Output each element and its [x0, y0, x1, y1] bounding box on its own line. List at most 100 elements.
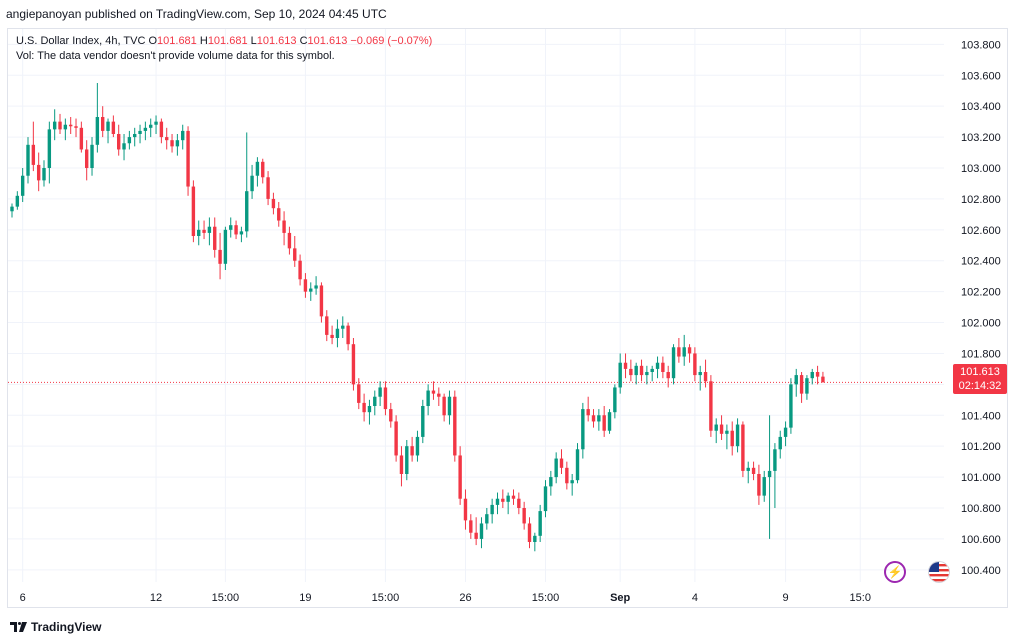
candle [26, 137, 30, 184]
candle [586, 396, 590, 422]
candle-body [314, 285, 318, 289]
candle-body [207, 226, 212, 233]
candle [197, 220, 201, 246]
candle-body [319, 285, 324, 317]
candle-body [255, 161, 260, 176]
candle-body [42, 168, 46, 181]
candle-body [36, 164, 41, 181]
candle [810, 368, 814, 385]
candle [474, 517, 478, 546]
candle-body [399, 455, 404, 474]
candle-body [517, 498, 521, 508]
candle [687, 344, 692, 363]
candle [591, 409, 596, 428]
candle-body [597, 415, 601, 422]
candle-body [175, 140, 180, 147]
candle-body [634, 365, 638, 376]
candle-body [282, 220, 286, 233]
candle-body [469, 520, 473, 533]
candle [634, 362, 638, 385]
candle-body [437, 393, 441, 397]
candle [693, 347, 697, 382]
y-tick-label: 103.200 [961, 132, 1001, 144]
candle-body [789, 384, 793, 428]
candle [165, 127, 169, 150]
high-label: H [199, 35, 208, 47]
candle [271, 192, 276, 215]
candle [506, 492, 510, 515]
candle-body [47, 129, 52, 168]
candle [447, 390, 452, 425]
candle [709, 375, 713, 437]
x-tick-label: 4 [692, 592, 698, 604]
candle [255, 157, 260, 187]
candle-body [298, 260, 302, 280]
candle-body [805, 378, 809, 394]
candle-body [607, 412, 612, 431]
publisher-line: angiepanoyan published on TradingView.co… [6, 7, 387, 21]
candle-body [629, 368, 633, 376]
candle [191, 180, 196, 243]
symbol-title[interactable]: U.S. Dollar Index, 4h, TVC [16, 35, 146, 47]
lightning-icon[interactable]: ⚡ [884, 561, 906, 583]
chart-frame[interactable] [7, 28, 1008, 608]
candle [698, 365, 702, 391]
candle-body [421, 406, 425, 437]
candle [479, 517, 484, 549]
candle [383, 381, 388, 416]
candle-body [197, 229, 201, 236]
candle-body [186, 130, 190, 187]
candle [378, 381, 382, 406]
candle [565, 461, 569, 490]
candle [63, 118, 68, 141]
candle [10, 203, 14, 218]
candle-body [159, 121, 164, 138]
us-flag-icon[interactable] [928, 561, 950, 583]
candle [805, 375, 809, 400]
candle [458, 446, 462, 505]
candle-body [266, 177, 270, 199]
candle-body [79, 127, 84, 150]
y-tick-label: 101.200 [961, 441, 1001, 453]
candle [714, 418, 718, 444]
candle-body [730, 430, 734, 447]
candle [95, 83, 100, 153]
candle-body [191, 186, 196, 236]
candle-body [559, 458, 564, 468]
candle [767, 415, 772, 539]
candle-body [799, 375, 804, 394]
candle [511, 489, 516, 505]
candle-body [111, 121, 116, 134]
tradingview-brand[interactable]: TradingView [10, 620, 101, 634]
candle-body [442, 396, 446, 416]
candle-body [394, 421, 398, 456]
candle-body [271, 198, 276, 209]
candle [741, 421, 745, 478]
candle-body [581, 409, 585, 450]
candle-body [26, 144, 30, 176]
candle [154, 115, 158, 134]
open-label: O [148, 35, 158, 47]
candle-body [485, 514, 489, 524]
candle [357, 378, 361, 410]
candle [629, 359, 633, 382]
candle [90, 137, 94, 176]
us-flag-graphic [929, 562, 949, 582]
candle [453, 390, 457, 462]
y-tick-label: 103.800 [961, 39, 1001, 51]
candle [314, 276, 318, 295]
candle [703, 359, 708, 388]
candle [501, 489, 505, 508]
candle-body [741, 424, 745, 471]
candle [815, 365, 820, 385]
candle [602, 406, 606, 437]
candle-body [639, 365, 644, 376]
candle [517, 492, 521, 515]
top-bar: angiepanoyan published on TradingView.co… [0, 0, 1024, 28]
candle-body [538, 511, 542, 536]
x-tick-label: Sep [610, 592, 630, 604]
candle [554, 452, 558, 484]
last-price-value: 101.613 [960, 366, 1000, 378]
candle-body [815, 372, 820, 377]
